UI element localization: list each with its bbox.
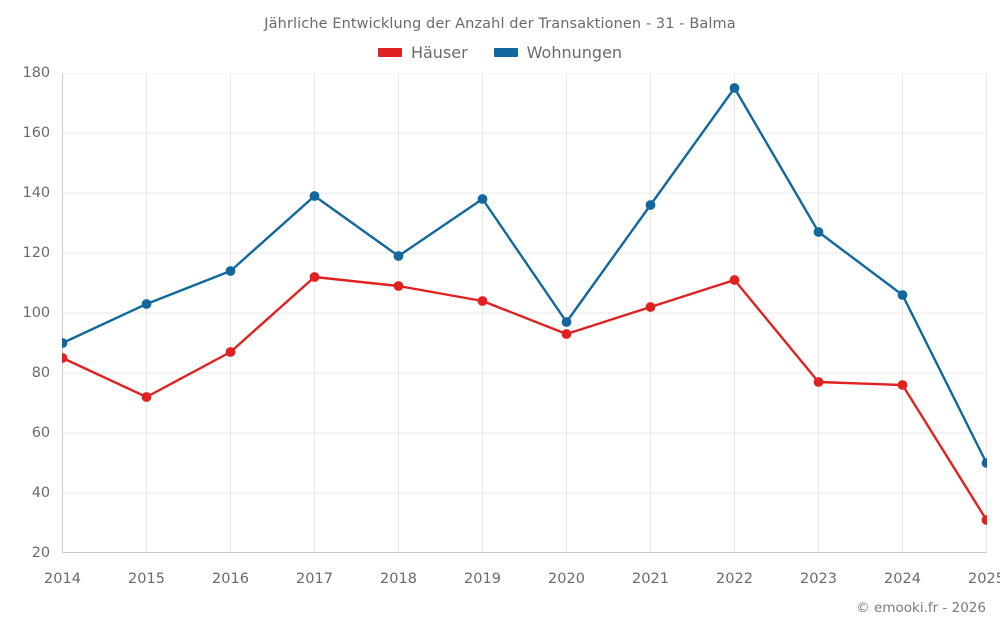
data-point-marker bbox=[981, 458, 987, 468]
data-point-marker bbox=[897, 380, 908, 390]
legend-label-wohnungen: Wohnungen bbox=[526, 43, 623, 62]
x-axis-tick-label: 2023 bbox=[800, 571, 837, 587]
y-axis-tick-label: 100 bbox=[22, 305, 51, 321]
data-point-marker bbox=[309, 272, 320, 282]
data-point-marker bbox=[393, 281, 404, 291]
legend-swatch-icon-hauser bbox=[377, 48, 402, 57]
x-axis-tick-label: 2025 bbox=[968, 571, 1000, 587]
series-line bbox=[62, 275, 987, 522]
y-axis-tick-label: 140 bbox=[22, 185, 51, 201]
grid-lines bbox=[62, 73, 987, 553]
x-axis-tick-label: 2019 bbox=[464, 571, 501, 587]
data-point-marker bbox=[813, 377, 824, 387]
x-axis-tick-label: 2018 bbox=[380, 571, 417, 587]
y-axis-tick-label: 20 bbox=[31, 545, 51, 561]
chart-legend: Häuser Wohnungen bbox=[0, 43, 1000, 62]
y-axis-tick-label: 120 bbox=[22, 245, 51, 261]
x-axis-tick-label: 2015 bbox=[128, 571, 165, 587]
y-axis-tick-label: 60 bbox=[31, 425, 51, 441]
series-1 bbox=[62, 272, 987, 525]
data-point-marker bbox=[141, 299, 152, 309]
y-axis-tick-label: 180 bbox=[22, 65, 51, 81]
data-point-marker bbox=[309, 191, 320, 201]
data-point-marker bbox=[141, 392, 152, 402]
data-point-marker bbox=[813, 227, 824, 237]
data-point-marker bbox=[561, 329, 572, 339]
data-point-marker bbox=[393, 251, 404, 261]
data-point-marker bbox=[225, 347, 236, 357]
legend-item-hauser[interactable]: Häuser bbox=[377, 43, 468, 62]
legend-label-hauser: Häuser bbox=[410, 43, 468, 62]
x-axis-tick-label: 2017 bbox=[296, 571, 333, 587]
data-point-marker bbox=[645, 200, 656, 210]
x-axis-tick-label: 2021 bbox=[632, 571, 669, 587]
data-point-marker bbox=[729, 275, 740, 285]
data-point-marker bbox=[897, 290, 908, 300]
footer-credit: © emooki.fr - 2026 bbox=[856, 600, 986, 616]
legend-swatch-icon-wohnungen bbox=[493, 48, 518, 57]
legend-item-wohnungen[interactable]: Wohnungen bbox=[493, 43, 623, 62]
series-2 bbox=[62, 83, 987, 468]
data-point-marker bbox=[62, 353, 68, 363]
plot-svg bbox=[62, 73, 987, 553]
data-point-marker bbox=[62, 338, 68, 348]
x-axis-tick-label: 2016 bbox=[212, 571, 249, 587]
plot-area: 20 40 60 80 100 120 140 160 180 2014 2015 2016 2017… bbox=[22, 65, 1000, 587]
chart-title: Jährliche Entwicklung der Anzahl der Tra… bbox=[264, 16, 736, 32]
y-axis-tick-label: 80 bbox=[31, 365, 51, 381]
data-point-marker bbox=[561, 317, 572, 327]
data-point-marker bbox=[225, 266, 236, 276]
y-axis-tick-label: 40 bbox=[31, 485, 51, 501]
data-point-marker bbox=[477, 296, 488, 306]
x-axis-tick-label: 2014 bbox=[44, 571, 81, 587]
x-axis-tick-label: 2020 bbox=[548, 571, 585, 587]
data-point-marker bbox=[729, 83, 740, 93]
series-line bbox=[62, 86, 987, 465]
data-point-marker bbox=[645, 302, 656, 312]
x-axis-tick-label: 2022 bbox=[716, 571, 753, 587]
y-axis-tick-label: 160 bbox=[22, 125, 51, 141]
data-point-marker bbox=[477, 194, 488, 204]
x-axis-tick-label: 2024 bbox=[884, 571, 921, 587]
data-point-marker bbox=[981, 515, 987, 525]
